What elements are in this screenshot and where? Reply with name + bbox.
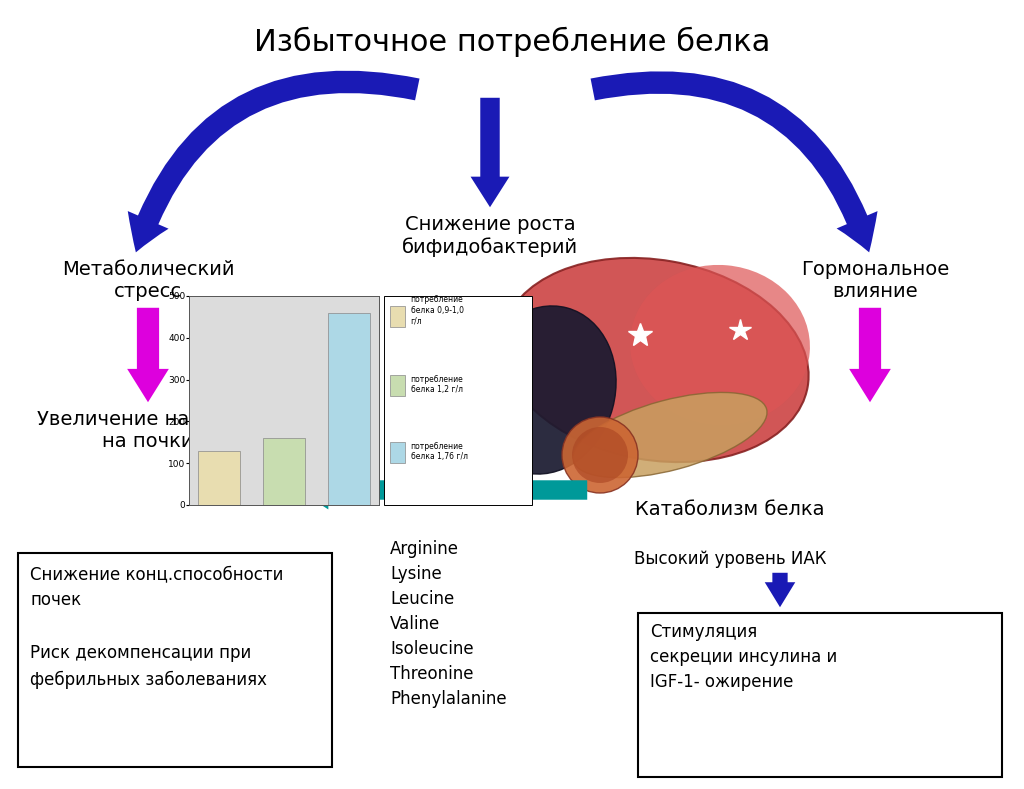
Circle shape	[562, 417, 638, 493]
FancyArrowPatch shape	[765, 573, 796, 608]
Ellipse shape	[502, 258, 809, 462]
FancyArrowPatch shape	[127, 308, 169, 402]
Ellipse shape	[630, 265, 810, 425]
FancyArrowPatch shape	[471, 98, 510, 208]
FancyBboxPatch shape	[18, 553, 332, 767]
Ellipse shape	[573, 392, 767, 477]
FancyArrowPatch shape	[591, 71, 878, 252]
Ellipse shape	[474, 306, 616, 474]
Text: Высокий уровень ИАК: Высокий уровень ИАК	[634, 550, 826, 568]
Text: Гормональное
влияние: Гормональное влияние	[801, 260, 949, 301]
Text: Снижение конц.способности
почек

Риск декомпенсации при
фебрильных заболеваниях: Снижение конц.способности почек Риск дек…	[30, 565, 284, 689]
FancyArrowPatch shape	[298, 470, 587, 510]
FancyArrowPatch shape	[128, 71, 420, 252]
Text: Снижение роста
бифидобактерий: Снижение роста бифидобактерий	[402, 215, 579, 257]
Text: Метаболический
стресс: Метаболический стресс	[61, 260, 234, 301]
FancyArrowPatch shape	[849, 308, 891, 402]
Text: Катаболизм белка: Катаболизм белка	[635, 500, 824, 519]
Text: Избыточное потребление белка: Избыточное потребление белка	[254, 27, 770, 57]
Circle shape	[572, 427, 628, 483]
Text: Стимуляция
секреции инсулина и
IGF-1- ожирение: Стимуляция секреции инсулина и IGF-1- ож…	[650, 623, 838, 691]
Text: Увеличение нагрузки
на почки: Увеличение нагрузки на почки	[38, 410, 259, 451]
Text: Arginine
Lysine
Leucine
Valine
Isoleucine
Threonine
Phenylalanine: Arginine Lysine Leucine Valine Isoleucin…	[390, 540, 507, 708]
FancyBboxPatch shape	[638, 613, 1002, 777]
